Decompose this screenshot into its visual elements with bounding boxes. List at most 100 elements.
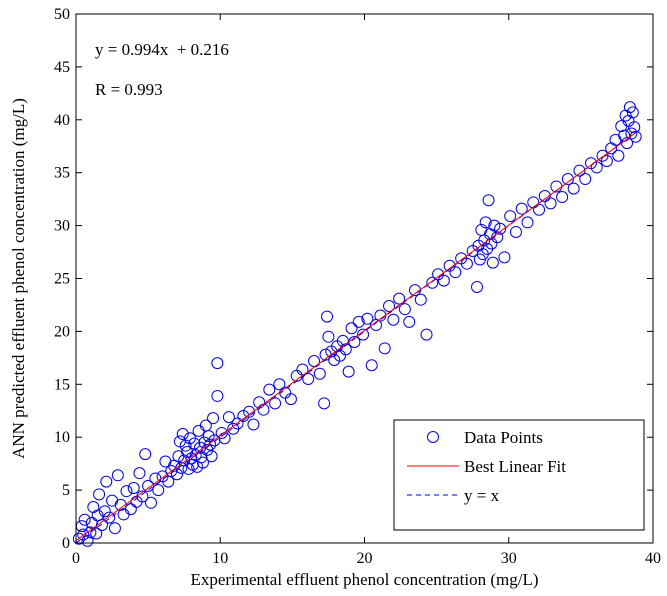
y-tick-label: 15 [54,376,70,393]
data-point [263,383,276,396]
data-point [600,155,613,168]
data-point [98,505,111,518]
data-point [152,484,165,497]
data-point [609,133,622,146]
data-point [211,389,224,402]
data-point [284,393,297,406]
data-point [460,257,473,270]
data-point [533,203,546,216]
x-axis-label: Experimental effluent phenol concentrati… [190,570,538,589]
data-point [515,202,528,215]
legend-entries: Data Points Best Linear Fit y = x [407,428,566,505]
data-point [139,448,152,461]
data-point [426,276,439,289]
x-tick-label: 40 [645,550,661,567]
data-point [612,149,625,162]
data-point [320,310,333,323]
y-tick-label: 45 [54,59,70,76]
data-point [243,405,256,418]
data-point [527,196,540,209]
legend-marker-data-points [427,431,439,443]
data-point [437,274,450,287]
data-point [77,528,90,541]
data-point [196,456,209,469]
data-point [185,452,198,465]
legend: Data Points Best Linear Fit y = x [393,419,645,531]
data-point [414,293,427,306]
data-point [567,182,580,195]
data-point [605,142,618,155]
data-point [618,129,631,142]
data-point [488,219,501,232]
data-point [420,328,433,341]
legend-box [393,419,645,531]
fit-equation-annotation: y = 0.994x + 0.216 [95,40,229,59]
data-point [486,256,499,269]
data-point [393,292,406,305]
data-point [579,173,592,186]
data-point [189,449,202,462]
data-point [628,121,641,134]
data-point [471,280,484,293]
y-tick-label: 5 [62,482,70,499]
y-tick-label: 25 [54,271,70,288]
data-point [87,501,100,514]
data-point [195,451,208,464]
data-point [120,485,133,498]
data-point [192,424,205,437]
data-point [93,488,106,501]
data-point [205,450,218,463]
data-point [269,397,282,410]
x-tick-label: 30 [501,550,517,567]
data-point [374,309,387,322]
data-point [357,328,370,341]
data-point [378,342,391,355]
data-point [204,438,217,451]
data-point [365,359,378,372]
data-point [133,467,146,480]
x-tick-label: 0 [72,550,80,567]
data-point [521,216,534,229]
y-tick-label: 10 [54,429,70,446]
data-point [111,469,124,482]
data-point [573,164,586,177]
data-point [253,396,266,409]
data-point [504,210,517,223]
data-point [556,191,569,204]
data-point [273,378,286,391]
data-point [403,315,416,328]
data-point [494,222,507,235]
data-point [231,417,244,430]
x-tick-label: 10 [212,550,228,567]
data-point [84,526,97,539]
data-point [313,367,326,380]
data-point [625,127,638,140]
legend-label: y = x [464,486,500,505]
data-point [207,412,220,425]
data-point [199,419,212,432]
data-point [561,173,574,186]
data-layer [72,101,642,547]
data-point [449,266,462,279]
data-point [127,481,140,494]
correlation-annotation: R = 0.993 [95,80,163,99]
data-point [103,511,116,524]
data-point [590,161,603,174]
data-point [352,315,365,328]
data-point [95,519,108,532]
legend-label: Best Linear Fit [464,457,566,476]
data-point [318,397,331,410]
data-point [78,513,91,526]
data-point [302,373,315,386]
best-fit-line [75,132,636,542]
data-point [81,534,94,547]
legend-label: Data Points [464,428,543,447]
data-point [179,439,192,452]
y-tick-label: 40 [54,112,70,129]
data-point [482,194,495,207]
y-tick-label: 50 [54,6,70,23]
data-point [361,312,374,325]
y-tick-label: 35 [54,165,70,182]
data-point [538,189,551,202]
